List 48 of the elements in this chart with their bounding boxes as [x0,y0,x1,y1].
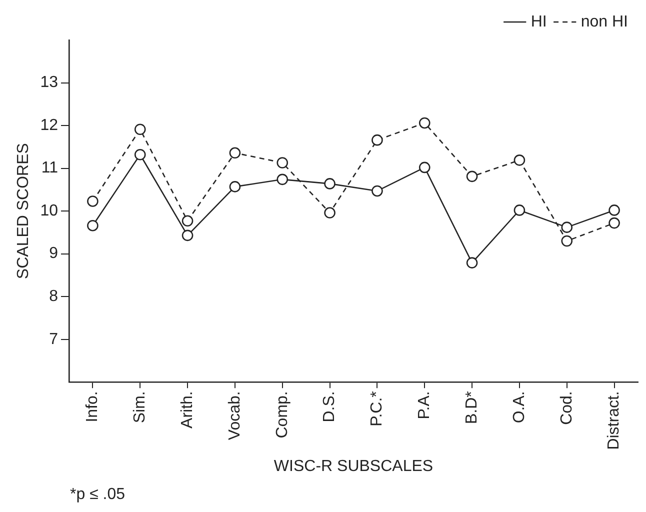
point [182,215,194,227]
point [182,230,194,242]
point [229,181,241,192]
y-tick-label: 13 [40,74,58,92]
point [466,257,478,268]
point [372,185,383,197]
x-axis-title: WISC-R SUBSCALES [274,458,434,475]
point [276,174,288,186]
point [561,235,573,247]
legend-label: non HI [580,13,628,30]
point [134,124,146,136]
x-tick-label: P.A. [416,391,434,420]
x-tick-label: Info. [84,391,102,422]
y-tick-label: 8 [49,288,58,305]
point [608,217,620,229]
point [514,204,526,216]
x-tick-label: Comp. [274,391,291,438]
point [229,147,241,159]
point [514,154,526,166]
point [561,222,573,233]
point [418,117,430,129]
y-tick-label: 7 [49,330,58,348]
x-tick-label: D.S. [321,391,338,422]
y-tick-label: 9 [49,245,58,262]
x-tick-label: Distract. [606,391,623,450]
x-tick-label: Cod. [558,391,576,425]
x-tick-label: O.A. [510,391,528,424]
point [324,178,336,190]
y-tick-label: 12 [40,116,58,134]
x-tick-label: B.D* [463,391,480,424]
text: *p ≤ .05 [70,486,126,504]
point [87,196,98,207]
y-tick-label: 10 [40,202,58,220]
x-tick-label: Vocab. [226,391,244,440]
x-tick-label: P.C.* [368,391,386,426]
point [372,134,383,146]
point [418,162,430,174]
point [324,207,336,218]
point [608,204,620,216]
y-axis-title: SCALED SCORES [15,143,32,280]
x-tick-label: Sim. [132,391,149,424]
point [466,170,478,182]
point [134,148,146,160]
x-tick-label: Arith. [178,391,196,428]
point [276,157,288,168]
legend-label: HI [530,13,547,30]
point [87,220,98,232]
y-tick-label: 11 [41,160,58,177]
